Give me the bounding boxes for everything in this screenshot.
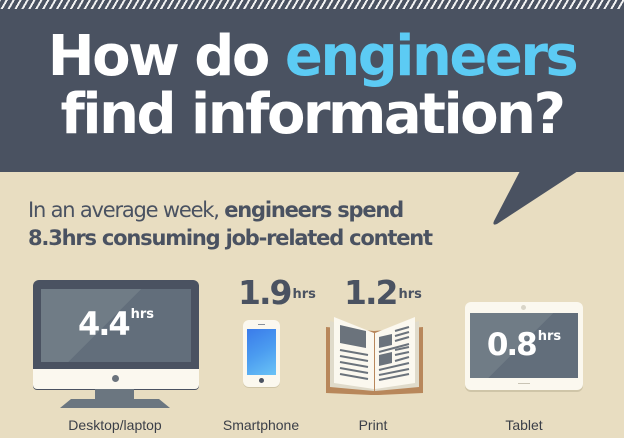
print-hours: 1.2 hrs bbox=[344, 273, 422, 312]
speech-bubble-tail bbox=[493, 171, 578, 225]
summary-emphasis-1: engineers spend bbox=[224, 198, 404, 222]
phone-home-button bbox=[259, 378, 264, 383]
monitor-base bbox=[60, 399, 170, 408]
summary-intro: In an average week, bbox=[28, 198, 225, 222]
tablet-camera bbox=[521, 305, 526, 310]
monitor-chin bbox=[33, 369, 199, 389]
smartphone-label: Smartphone bbox=[222, 417, 300, 433]
monitor-screen: 4.4 hrs bbox=[41, 289, 191, 362]
desktop-hours: 4.4 hrs bbox=[77, 305, 155, 343]
smartphone-icon bbox=[243, 320, 280, 387]
tablet-label: Tablet bbox=[505, 417, 543, 433]
smartphone-hours: 1.9 hrs bbox=[238, 273, 316, 312]
print-label: Print bbox=[358, 417, 388, 433]
monitor-button-icon bbox=[112, 375, 119, 382]
title-line-2: find information? bbox=[60, 82, 566, 147]
title-line-1: How do engineers bbox=[0, 28, 624, 86]
summary-emphasis-2: 8.3hrs consuming job-related content bbox=[28, 226, 433, 250]
monitor-stand bbox=[95, 389, 134, 401]
title-banner: How do engineers find information? bbox=[0, 0, 624, 172]
desktop-label: Desktop/laptop bbox=[68, 417, 162, 433]
desktop-monitor-icon: 4.4 hrs bbox=[33, 280, 199, 390]
phone-speaker bbox=[258, 324, 265, 325]
tablet-home-indicator bbox=[518, 383, 530, 384]
open-book-icon bbox=[326, 317, 423, 395]
tablet-icon: 0.8 hrs bbox=[465, 302, 583, 390]
phone-screen bbox=[247, 329, 276, 375]
summary-text: In an average week, engineers spend 8.3h… bbox=[28, 196, 433, 252]
page-title: How do engineers find information? bbox=[0, 28, 624, 144]
tablet-hours: 0.8 hrs bbox=[486, 327, 562, 363]
diagonal-stripe-border bbox=[0, 0, 624, 9]
tablet-screen: 0.8 hrs bbox=[470, 313, 578, 378]
title-text: How do bbox=[47, 24, 285, 89]
title-accent-word: engineers bbox=[284, 24, 579, 89]
